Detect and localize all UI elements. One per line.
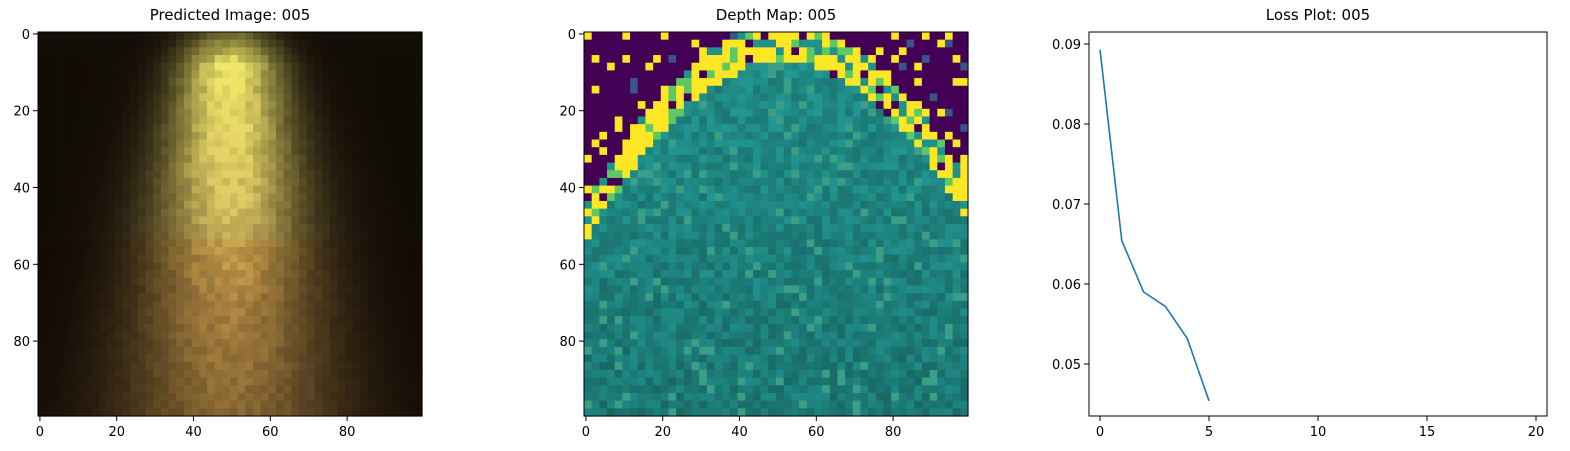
predicted-image-xtick-label: 80 (339, 425, 356, 440)
depth-map-ytick-label: 40 (559, 182, 576, 197)
depth-map-title: Depth Map: 005 (715, 6, 837, 24)
loss-xtick-label: 20 (1528, 425, 1545, 440)
predicted-image-ytick-label: 80 (13, 335, 30, 350)
loss-plot-frame (1088, 31, 1548, 417)
predicted-image-xtick-label: 0 (36, 425, 44, 440)
depth-map-ytick-label: 20 (559, 105, 576, 120)
loss-series-line (1099, 49, 1210, 402)
depth-map-ytick-label: 0 (568, 28, 576, 43)
loss-plot-axes: 0 5 10 15 20 0.05 0.06 0.07 0.08 0.09 (1052, 31, 1548, 440)
predicted-image-axes: 0 20 40 60 80 0 20 40 60 80 (13, 28, 423, 440)
predicted-image-title: Predicted Image: 005 (149, 6, 311, 24)
loss-xtick-label: 10 (1310, 425, 1327, 440)
predicted-image-ytick-label: 20 (13, 105, 30, 120)
loss-xtick-label: 0 (1096, 425, 1104, 440)
loss-ytick-label: 0.08 (1052, 118, 1081, 133)
predicted-image-ytick-label: 40 (13, 182, 30, 197)
loss-plot-title: Loss Plot: 005 (1265, 6, 1371, 24)
loss-ytick-label: 0.09 (1052, 38, 1081, 53)
loss-ytick-label: 0.05 (1052, 358, 1081, 373)
depth-map-xtick-label: 40 (731, 425, 748, 440)
predicted-image-ytick-label: 60 (13, 258, 30, 273)
depth-map-xtick-label: 0 (582, 425, 590, 440)
loss-xtick-label: 15 (1419, 425, 1436, 440)
predicted-image-ytick-label: 0 (22, 28, 30, 43)
predicted-image-panel: Predicted Image: 005 0 20 40 60 80 0 20 40 60 80 (0, 0, 520, 451)
depth-map-axes: 0 20 40 60 80 0 20 40 60 80 (559, 28, 969, 440)
predicted-image-xtick-label: 60 (262, 425, 279, 440)
predicted-image-xtick-label: 40 (185, 425, 202, 440)
loss-ytick-label: 0.07 (1052, 198, 1081, 213)
depth-map-xtick-label: 80 (885, 425, 902, 440)
depth-map-ytick-label: 80 (559, 335, 576, 350)
predicted-image-xtick-label: 20 (108, 425, 125, 440)
depth-map-panel: Depth Map: 005 0 20 40 60 80 0 20 40 60 80 (520, 0, 1040, 451)
depth-map-xtick-label: 20 (654, 425, 671, 440)
loss-plot-panel: Loss Plot: 005 0 5 10 15 20 0.05 0.06 0.07 0.08 0… (1040, 0, 1570, 451)
loss-xtick-label: 5 (1205, 425, 1213, 440)
loss-ytick-label: 0.06 (1052, 278, 1081, 293)
depth-map-frame (583, 31, 969, 417)
depth-map-ytick-label: 60 (559, 258, 576, 273)
predicted-image-frame (37, 31, 423, 417)
depth-map-xtick-label: 60 (808, 425, 825, 440)
